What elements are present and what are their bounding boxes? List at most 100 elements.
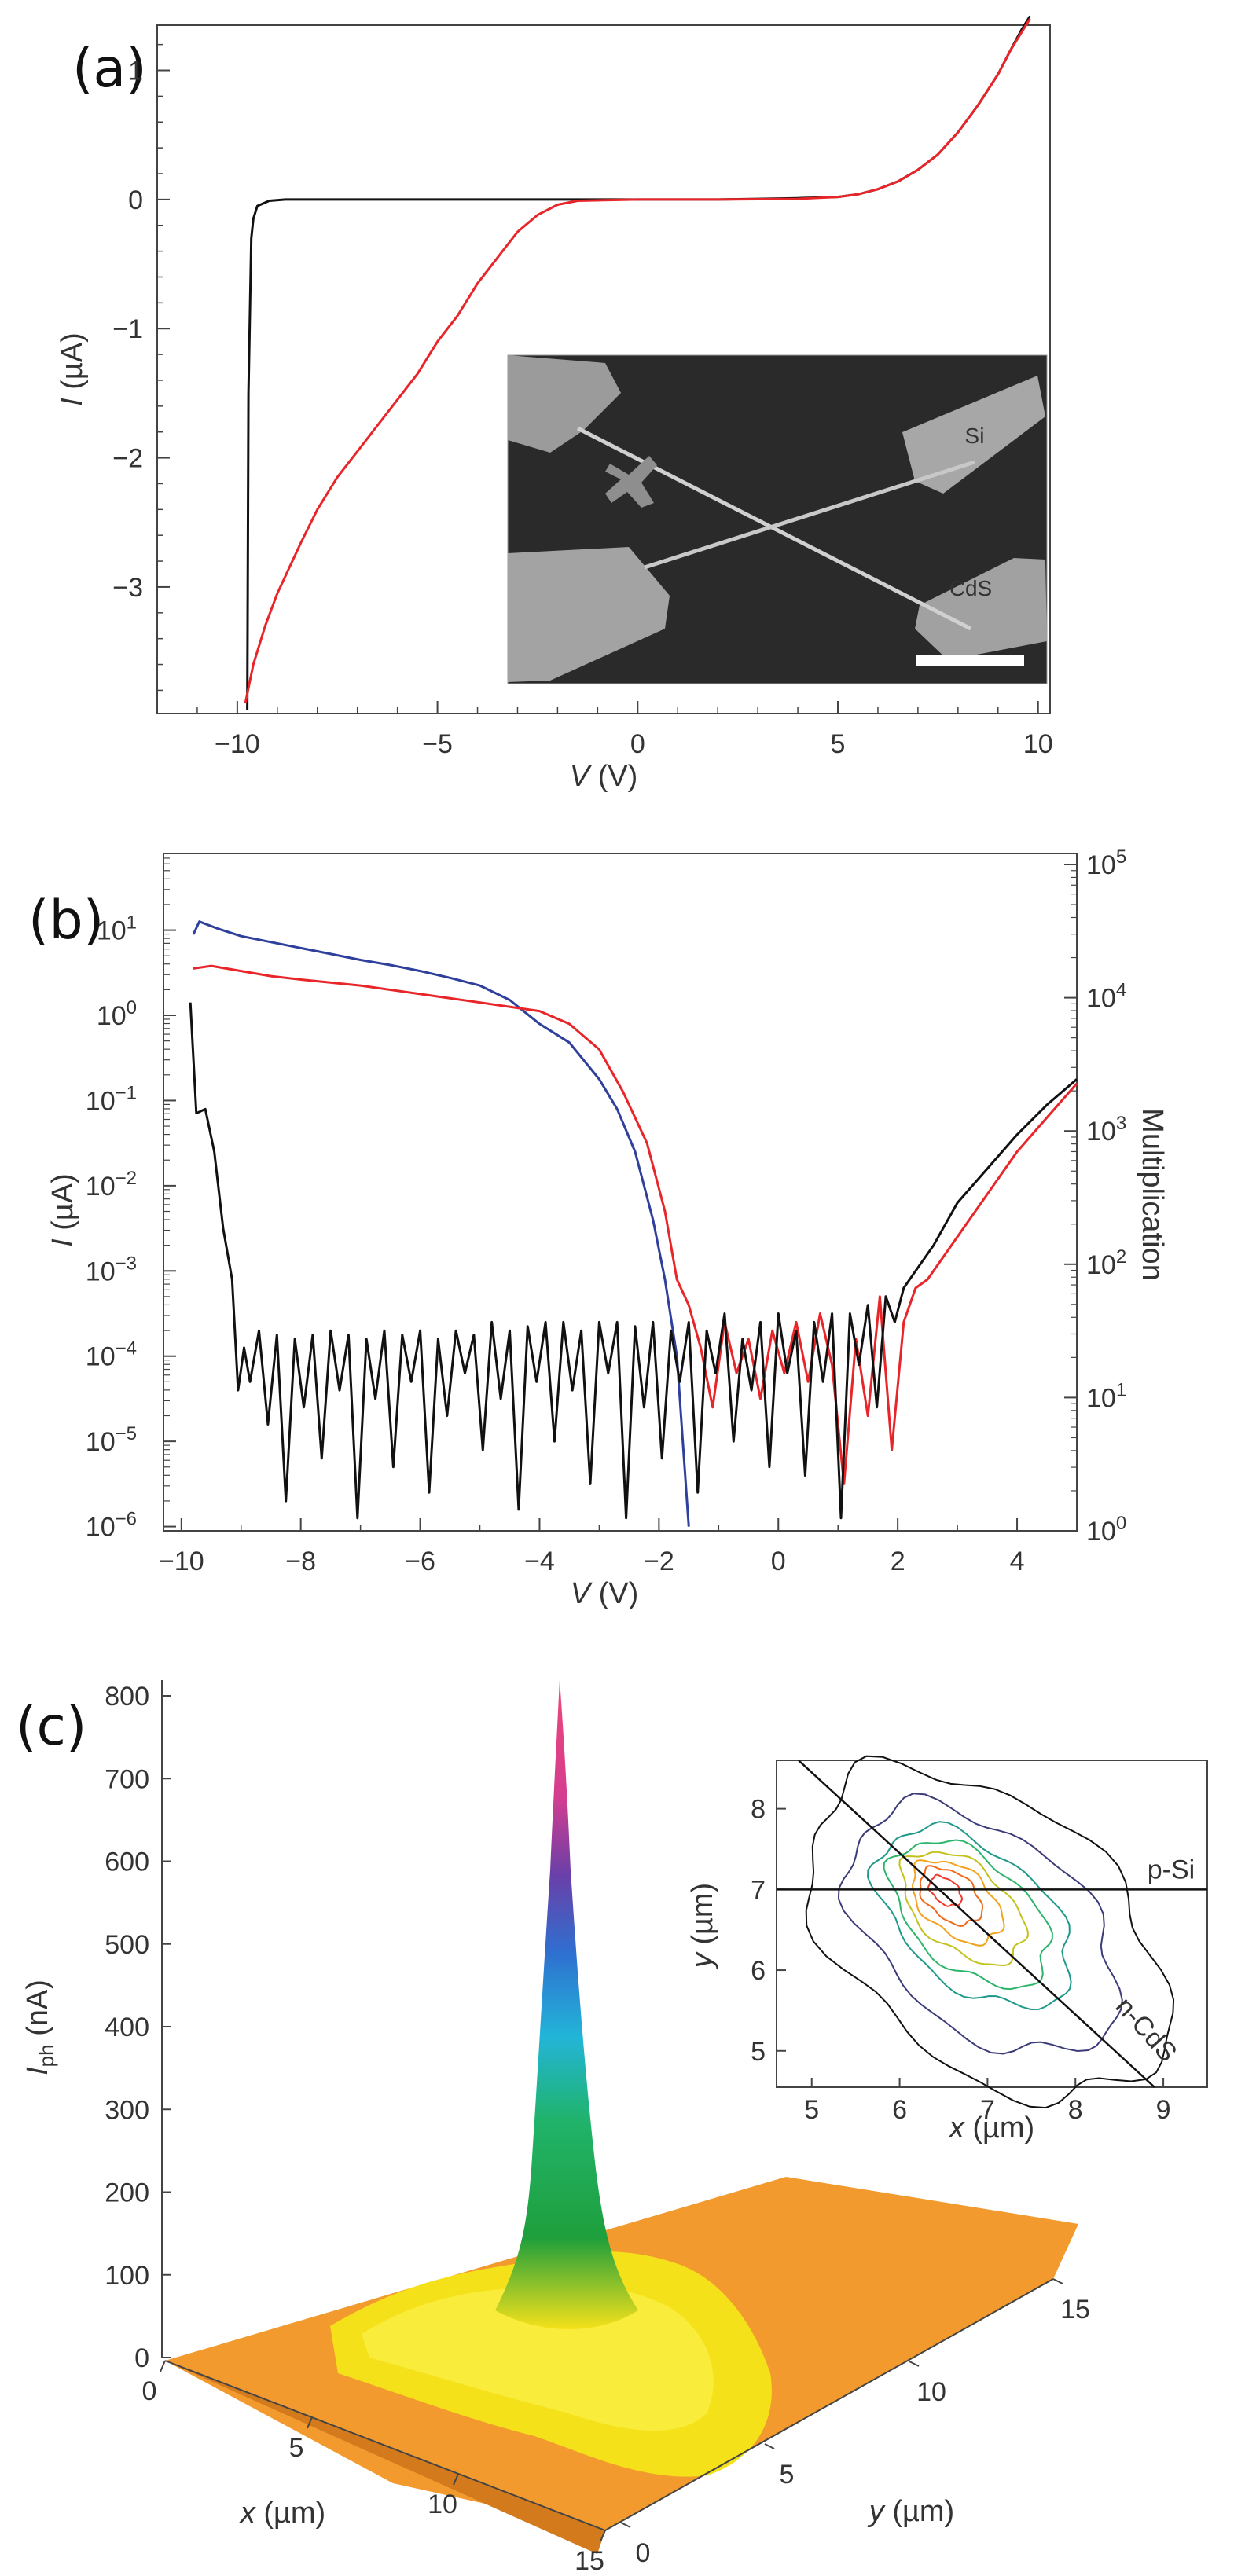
- x-tick-label: −10: [159, 1547, 204, 1576]
- x-axis-line: [164, 2360, 606, 2531]
- inset-x-tick-label: 8: [1068, 2095, 1083, 2125]
- y-tick-label: −2: [112, 444, 143, 474]
- y2-tick-label-exponent: 4: [1116, 980, 1126, 1001]
- y-tick-label-exponent: −4: [116, 1338, 137, 1360]
- inset-y-tick-label: 6: [751, 1956, 766, 1986]
- y-tick-label-exponent: −2: [116, 1168, 137, 1189]
- x-tick-label: 0: [142, 2376, 157, 2406]
- y-tick-label-base: 10: [97, 916, 127, 946]
- panel-c: (c) 800 700 600 500 400 300 200 100 0 Iph (nA) 0 5 1…: [0, 1666, 1256, 2576]
- y2-tick-label-base: 10: [1086, 1117, 1116, 1147]
- y-tick-label-base: 10: [86, 1427, 116, 1457]
- y-tick-label: 10−5: [86, 1423, 137, 1457]
- y-axis-label: y (µm): [867, 2495, 954, 2528]
- y-tick-label: 10−1: [86, 1082, 137, 1116]
- y2-tick-label-base: 10: [1086, 1517, 1116, 1547]
- x-tick-label: −5: [422, 729, 453, 759]
- y-tick-label-exponent: 0: [127, 997, 137, 1018]
- panel-b: (b) −10 −8 −6 −4 −2 0 2 4 101 100 10−1 10−2 10−3 10−4…: [0, 817, 1256, 1666]
- x-axis-label-symbol: V: [571, 1577, 593, 1610]
- y-tick-label: 1: [128, 57, 143, 86]
- inset-y-tick-label: 5: [751, 2037, 766, 2067]
- contour-line: [927, 1873, 964, 1907]
- x-axis-label-symbol: x: [239, 2497, 257, 2530]
- z-tick-label: 500: [105, 1930, 149, 1960]
- panel-label-c: (c): [16, 1696, 87, 1758]
- inset-y-axis-label-unit: (µm): [686, 1883, 719, 1953]
- z-tick-label: 300: [105, 2095, 149, 2125]
- chart-c: 800 700 600 500 400 300 200 100 0 Iph (nA) 0 5 10 15 0…: [21, 1679, 1208, 2576]
- y-axis-label-unit: (µA): [56, 332, 89, 398]
- inset-x-tick-label: 6: [892, 2095, 907, 2125]
- y-tick: [764, 2443, 775, 2449]
- z-axis-label: Iph (nA): [21, 1980, 58, 2075]
- sem-border: [507, 354, 1048, 684]
- y2-tick-label: 103: [1086, 1113, 1126, 1147]
- inset-x-tick-label: 5: [804, 2095, 819, 2125]
- y-tick-label-exponent: −5: [116, 1423, 137, 1444]
- y2-tick-label-base: 10: [1086, 984, 1116, 1014]
- illuminated-iv-curve: [244, 18, 1031, 704]
- panel-label-b: (b): [28, 890, 105, 952]
- z-axis-label-unit: (nA): [21, 1980, 54, 2044]
- y2-tick-label-base: 10: [1086, 1250, 1116, 1280]
- inset-x-axis-label: x (µm): [948, 2112, 1034, 2145]
- contour-line: [911, 1859, 1005, 1947]
- y2-tick-label: 105: [1086, 846, 1126, 880]
- x-axis-label-unit: (µm): [255, 2497, 325, 2530]
- x-axis-label-unit: (V): [590, 1577, 638, 1610]
- y2-tick-label-exponent: 2: [1116, 1246, 1126, 1268]
- y2-tick-label-exponent: 5: [1116, 846, 1126, 868]
- x-tick-label: 10: [1023, 729, 1053, 759]
- x-tick-label: 2: [891, 1547, 905, 1576]
- illuminated-log-curve: [193, 964, 1078, 1485]
- x-axis-label-unit: (V): [589, 760, 637, 793]
- si-label: Si: [965, 424, 985, 448]
- surface-skirt-inner: [362, 2284, 714, 2431]
- y-tick-label: 10: [916, 2377, 946, 2407]
- electrode-top-right: [902, 376, 1045, 494]
- z-axis-label-symbol: I: [21, 2067, 54, 2075]
- y-tick-label-base: 10: [86, 1342, 116, 1372]
- y-axis-label: I (µA): [46, 1173, 79, 1247]
- plot-frame: [163, 853, 1078, 1532]
- x-tick-label: 15: [575, 2546, 604, 2576]
- p-si-label: p-Si: [1148, 1855, 1195, 1884]
- y2-tick-label: 101: [1086, 1379, 1126, 1413]
- z-tick-label: 100: [105, 2261, 149, 2291]
- y-tick-label: 0: [128, 185, 143, 215]
- y-tick-label-base: 10: [86, 1513, 116, 1543]
- y-tick-label-exponent: −1: [116, 1082, 137, 1103]
- inset-y-tick-label: 7: [751, 1875, 766, 1905]
- x-tick-label: 10: [428, 2490, 457, 2519]
- y-axis-label-symbol: I: [46, 1238, 79, 1247]
- surface-front-edge: [165, 2361, 605, 2554]
- y-tick-label: 10−6: [86, 1509, 137, 1543]
- y-axis-label-unit: (µA): [46, 1173, 79, 1238]
- y2-tick-label: 100: [1086, 1513, 1126, 1547]
- panel-a: (a) −10 −5 0 5 10 1 0 −1 −2 −3 V (V) I (µA) Si CdS: [0, 0, 1256, 817]
- z-tick-label: 600: [105, 1848, 149, 1877]
- y-axis-label-unit: (µm): [884, 2495, 954, 2528]
- y-tick-label: 10−4: [86, 1338, 137, 1372]
- x-axis-label: x (µm): [239, 2497, 325, 2530]
- y-tick-label-base: 10: [86, 1257, 116, 1286]
- y-tick-label: −3: [112, 573, 143, 603]
- inset-y-axis-label: y (µm): [686, 1883, 719, 1970]
- y-tick: [1052, 2278, 1063, 2284]
- y2-tick-label-exponent: 0: [1116, 1513, 1126, 1534]
- x-tick-label: −10: [215, 729, 260, 759]
- contour-line: [919, 1865, 984, 1928]
- inset-y-axis-label-symbol: y: [686, 1951, 719, 1970]
- x-tick-label: −8: [285, 1547, 316, 1576]
- inset-x-axis-label-symbol: x: [948, 2112, 966, 2145]
- y2-tick-label-base: 10: [1086, 1383, 1116, 1413]
- x-tick: [307, 2416, 313, 2429]
- y-tick-label: 0: [636, 2538, 651, 2568]
- z-tick-label: 700: [105, 1764, 149, 1794]
- y-axis-label: I (µA): [56, 332, 89, 406]
- y-tick-label: 10−2: [86, 1168, 137, 1202]
- z-tick-label: 400: [105, 2013, 149, 2042]
